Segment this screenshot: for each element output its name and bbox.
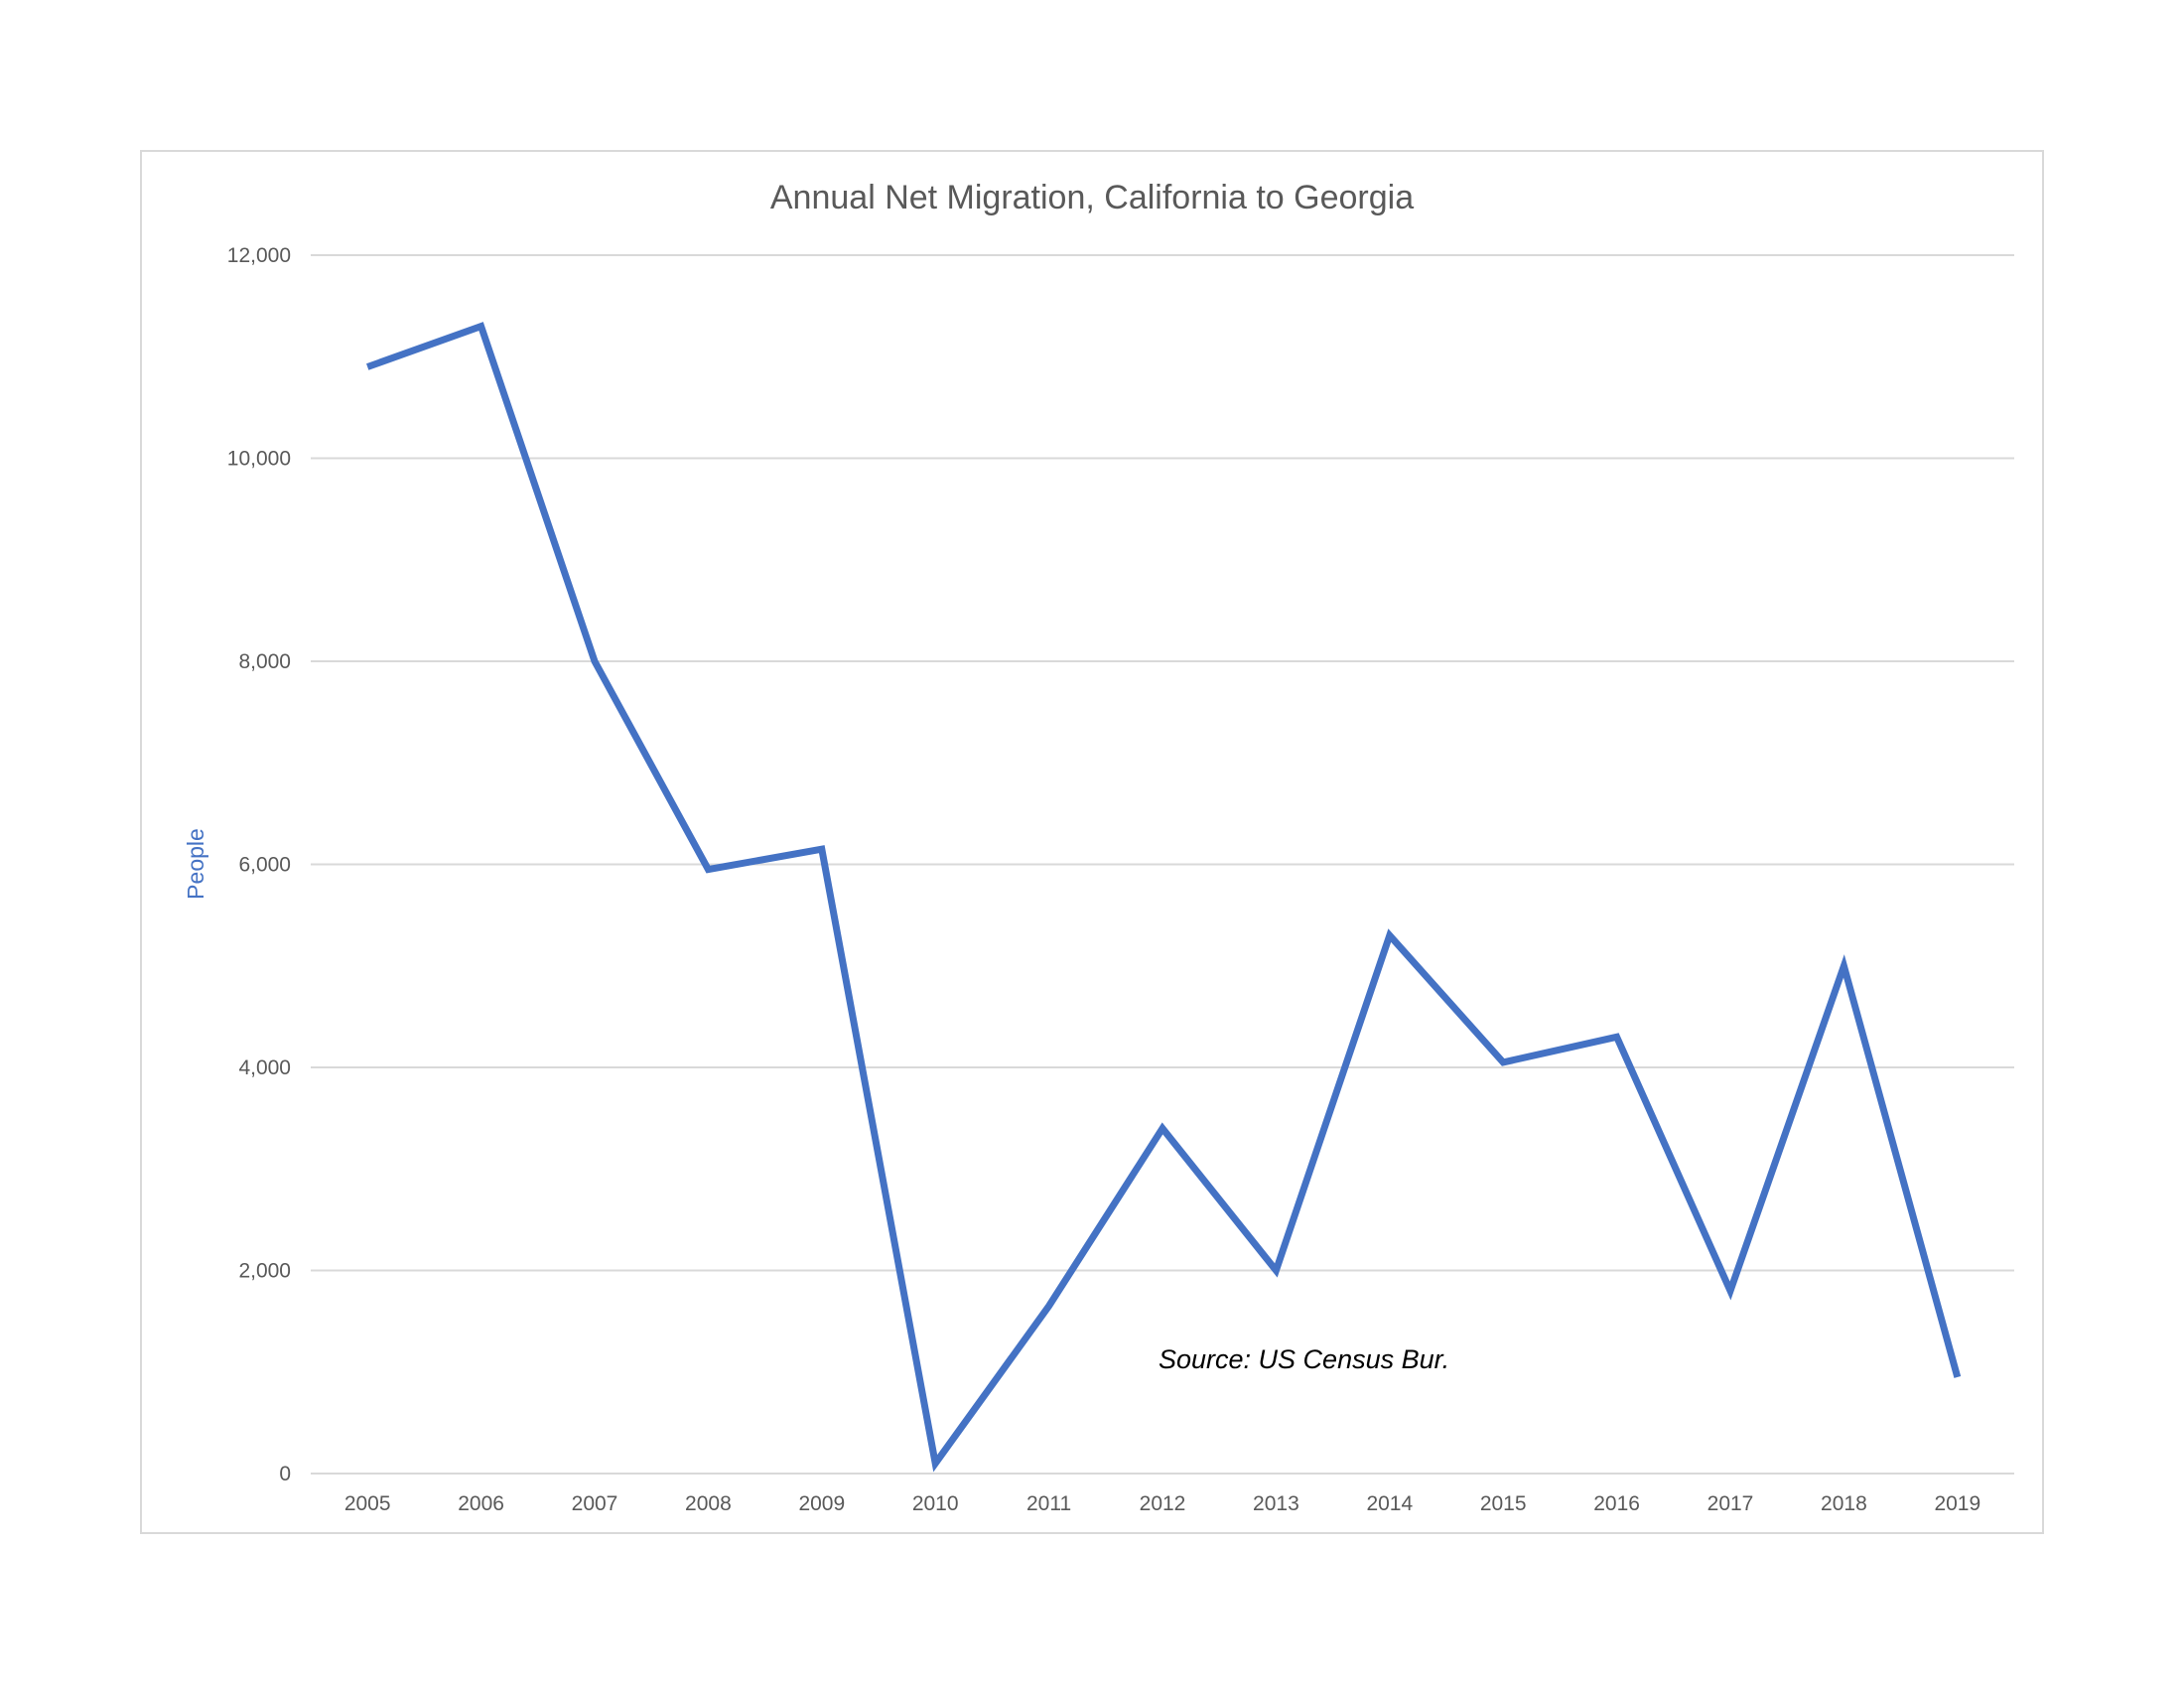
line-chart: Annual Net Migration, California to Geor…	[183, 179, 2014, 1515]
x-tick-label: 2012	[1140, 1492, 1186, 1515]
source-annotation: Source: US Census Bur.	[1159, 1344, 1449, 1374]
series-line	[366, 322, 1962, 1473]
x-tick-label: 2008	[685, 1492, 732, 1515]
x-tick-label: 2010	[912, 1492, 959, 1515]
y-tick-label: 0	[279, 1463, 291, 1485]
x-tick-label: 2009	[798, 1492, 845, 1515]
gridlines	[311, 254, 2014, 1475]
x-tick-label: 2017	[1707, 1492, 1754, 1515]
y-tick-label: 2,000	[238, 1260, 291, 1283]
x-tick-label: 2011	[1026, 1492, 1071, 1515]
y-tick-label: 10,000	[227, 448, 291, 471]
y-axis-title: People	[183, 828, 208, 900]
x-axis-tick-labels: 2005 2006 2007 2008 2009 2010 2011 2012 2013 2014…	[344, 1492, 1980, 1515]
x-tick-label: 2005	[344, 1492, 391, 1515]
x-tick-label: 2014	[1366, 1492, 1413, 1515]
chart-container: Annual Net Migration, California to Geor…	[140, 150, 2044, 1534]
x-tick-label: 2016	[1593, 1492, 1640, 1515]
x-tick-label: 2019	[1934, 1492, 1980, 1515]
y-tick-label: 8,000	[238, 650, 291, 673]
x-tick-label: 2015	[1480, 1492, 1527, 1515]
x-tick-label: 2006	[458, 1492, 504, 1515]
y-tick-label: 4,000	[238, 1056, 291, 1079]
x-tick-label: 2013	[1253, 1492, 1299, 1515]
series-lines	[366, 322, 1962, 1473]
y-tick-label: 12,000	[227, 244, 291, 267]
x-tick-label: 2018	[1821, 1492, 1867, 1515]
y-axis-tick-labels: 0 2,000 4,000 6,000 8,000 10,000 12,000	[227, 244, 291, 1485]
x-tick-label: 2007	[572, 1492, 618, 1515]
chart-title: Annual Net Migration, California to Geor…	[770, 179, 1414, 216]
y-tick-label: 6,000	[238, 854, 291, 877]
